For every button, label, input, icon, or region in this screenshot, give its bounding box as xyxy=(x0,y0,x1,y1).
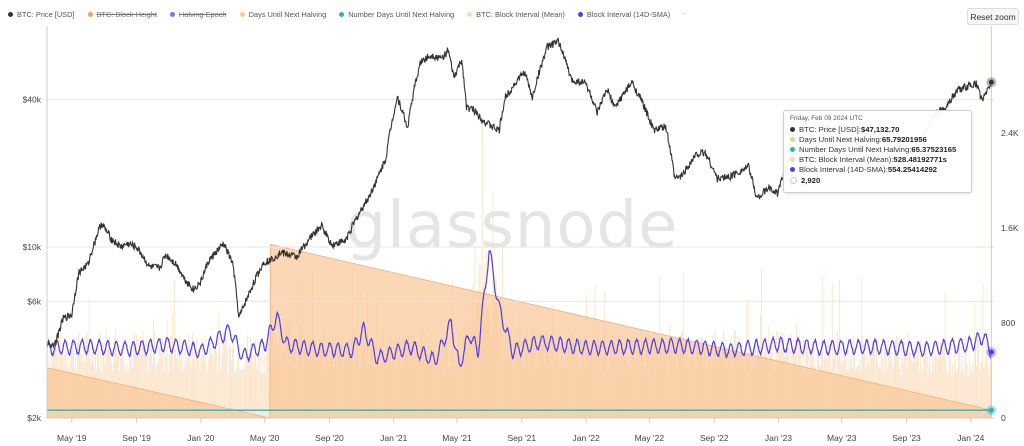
x-tick-label: Jan '24 xyxy=(957,433,984,443)
x-tick-label: Jan '23 xyxy=(765,433,792,443)
y-left-tick-label: $6k xyxy=(27,296,41,306)
y-right-tick-label: 1.6K xyxy=(1001,223,1019,233)
x-tick-label: Sep '23 xyxy=(892,433,921,443)
tooltip-value: 2,920 xyxy=(801,175,821,185)
tooltip-dot-icon xyxy=(790,126,795,132)
legend-item[interactable]: Days Until Next Halving xyxy=(239,9,327,19)
legend-dot-icon xyxy=(169,11,175,17)
legend-label: Halving Epoch xyxy=(178,9,227,19)
block-interval-sma-line xyxy=(46,250,992,368)
x-tick-label: Jan '20 xyxy=(187,433,214,443)
x-tick-label: Sep '19 xyxy=(122,433,151,443)
tooltip-value: 65.79201956 xyxy=(881,134,927,144)
tooltip-label: Block Interval (14D-SMA): xyxy=(799,165,888,175)
legend-label: BTC: Price [USD] xyxy=(17,9,75,19)
legend-dot-icon xyxy=(339,11,345,17)
tooltip-row: Days Until Next Halving: 65.79201956 xyxy=(790,134,965,144)
teal-marker xyxy=(988,407,994,413)
x-tick-label: May '21 xyxy=(442,433,472,443)
tooltip-dot-icon xyxy=(790,136,795,142)
reset-zoom-button[interactable]: Reset zoom xyxy=(967,8,1019,25)
tooltip-label: BTC: Price [USD]: xyxy=(799,124,861,134)
tooltip-dot-icon xyxy=(790,167,795,173)
legend-dot-icon xyxy=(577,11,583,17)
tooltip-dot-icon xyxy=(790,157,795,163)
price-marker xyxy=(988,79,994,85)
x-tick-label: Jan '21 xyxy=(380,433,407,443)
legend-label: Block Interval (14D-SMA) xyxy=(586,9,671,19)
tooltip-row: 2,920 xyxy=(790,175,965,185)
legend-dot-icon xyxy=(467,11,473,17)
legend-dot-icon xyxy=(8,11,13,17)
y-right-tick-label: 2.4K xyxy=(1001,128,1019,138)
days-until-halving-fill xyxy=(46,243,992,419)
legend-item[interactable]: Number Days Until Next Halving xyxy=(339,10,454,19)
watermark-text: glassnode xyxy=(345,189,678,263)
y-right-tick-label: 0 xyxy=(1001,413,1006,423)
y-right-tick-label: 800 xyxy=(1001,318,1015,328)
tooltip-label: BTC: Block Interval (Mean): xyxy=(799,155,894,165)
legend-label: BTC: Block Interval (Mean) xyxy=(476,9,565,19)
chart-legend: BTC: Price [USD] BTC: Block Height Halving… xyxy=(8,6,686,22)
tooltip: Friday, Feb 09 2024 UTC BTC: Price [USD]… xyxy=(783,110,972,193)
tooltip-label: Days Until Next Halving: xyxy=(799,134,882,144)
days-until-halving-area xyxy=(46,243,992,419)
legend-dot-icon xyxy=(87,11,93,17)
tooltip-row: BTC: Price [USD]: $47,132.70 xyxy=(790,124,965,134)
x-tick-label: May '19 xyxy=(57,433,87,443)
x-tick-label: Jan '22 xyxy=(573,433,600,443)
tooltip-value: 528.48192771s xyxy=(893,155,947,165)
tooltip-value: 554.25414292 xyxy=(887,165,938,175)
legend-item[interactable]: BTC: Block Interval (Mean) xyxy=(467,10,565,19)
x-tick-label: May '22 xyxy=(635,433,665,443)
tooltip-dot-icon xyxy=(790,176,797,184)
x-tick-label: Sep '20 xyxy=(315,433,344,443)
tooltip-value: 65.37523165 xyxy=(911,144,957,154)
y-left-tick-label: $40k xyxy=(23,95,42,105)
tooltip-date: Friday, Feb 09 2024 UTC xyxy=(790,115,863,122)
hover-markers xyxy=(986,26,997,418)
tooltip-rows: BTC: Price [USD]: $47,132.70 Days Until N… xyxy=(790,124,965,185)
legend-label: Number Days Until Next Halving xyxy=(348,9,455,19)
sma-marker xyxy=(988,349,994,355)
tooltip-row: BTC: Block Interval (Mean): 528.48192771… xyxy=(790,155,965,165)
y-left-tick-label: $10k xyxy=(23,242,42,252)
legend-item[interactable]: BTC: Block Height xyxy=(87,9,157,19)
legend-item[interactable]: BTC: Price [USD] xyxy=(8,10,75,19)
x-tick-label: May '20 xyxy=(250,433,280,443)
y-left-tick-label: $2k xyxy=(27,413,41,423)
tooltip-dot-icon xyxy=(790,146,795,152)
tooltip-row: Block Interval (14D-SMA): 554.25414292 xyxy=(790,165,965,175)
legend-dot-icon xyxy=(239,11,245,17)
legend-more[interactable]: - xyxy=(683,10,686,18)
x-tick-label: Sep '21 xyxy=(508,433,537,443)
legend-label: Days Until Next Halving xyxy=(248,9,327,19)
axes: $2k $6k $10k $40k 0 800 1.6K 2.4K May '19 Sep '19… xyxy=(23,26,1019,443)
tooltip-value: $47,132.70 xyxy=(860,124,900,134)
x-tick-label: May '23 xyxy=(827,433,857,443)
x-tick-label: Sep '22 xyxy=(700,433,729,443)
legend-label: BTC: Block Height xyxy=(96,9,157,19)
tooltip-label: Number Days Until Next Halving: xyxy=(799,144,912,154)
tooltip-row: Number Days Until Next Halving: 65.37523… xyxy=(790,144,965,154)
legend-item[interactable]: Block Interval (14D-SMA) xyxy=(577,9,671,19)
legend-item[interactable]: Halving Epoch xyxy=(169,9,227,19)
